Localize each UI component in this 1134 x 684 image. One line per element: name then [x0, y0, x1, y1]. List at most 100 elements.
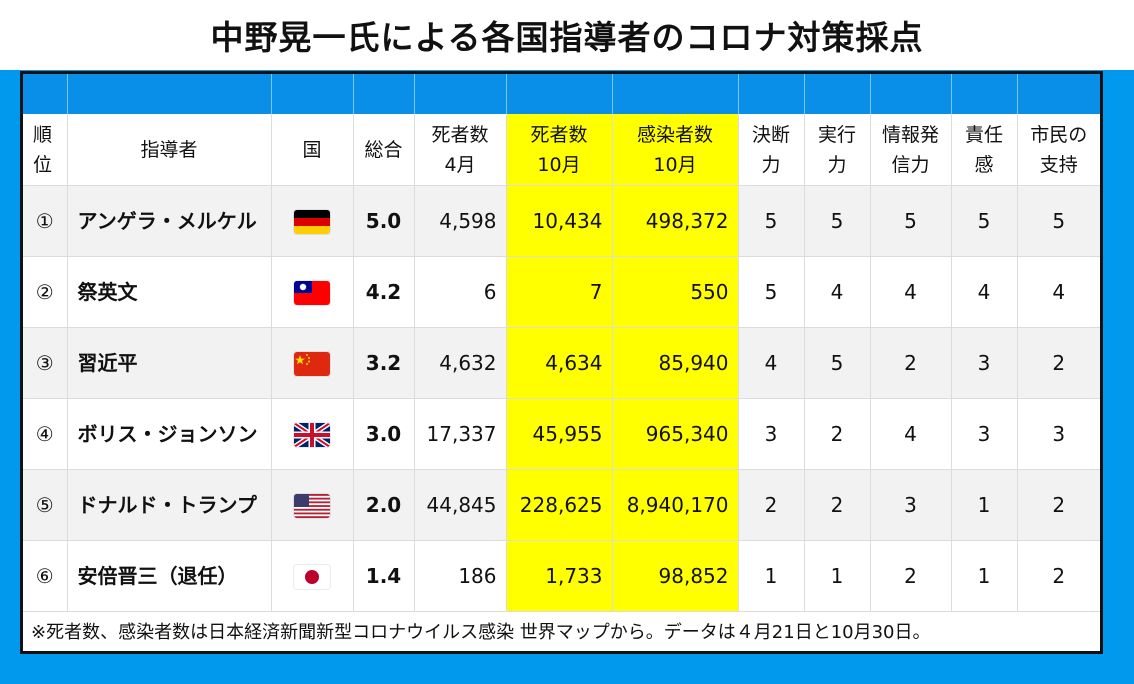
country-cell	[271, 540, 354, 612]
deaths-oct-cell: 45,955	[506, 398, 613, 470]
band-cell	[353, 74, 415, 114]
header-communication: 情報発 信力	[870, 114, 952, 186]
header-band	[23, 74, 1100, 114]
header-cases-oct: 感染者数 10月	[612, 114, 739, 186]
deaths-apr-cell: 186	[414, 540, 507, 612]
communication-cell: 4	[870, 256, 952, 328]
support-cell: 2	[1017, 327, 1100, 399]
decision-cell: 1	[738, 540, 805, 612]
support-cell: 4	[1017, 256, 1100, 328]
rank-cell: ⑥	[23, 540, 68, 612]
rank-cell: ⑤	[23, 469, 68, 541]
usa-flag-icon	[294, 493, 330, 518]
deaths-oct-cell: 4,634	[506, 327, 613, 399]
header-country: 国	[271, 114, 354, 186]
responsibility-cell: 5	[951, 185, 1018, 257]
responsibility-cell: 3	[951, 398, 1018, 470]
total-cell: 4.2	[353, 256, 415, 328]
decision-cell: 4	[738, 327, 805, 399]
rank-cell: ④	[23, 398, 68, 470]
header-leader: 指導者	[67, 114, 272, 186]
communication-cell: 2	[870, 327, 952, 399]
cases-oct-cell: 8,940,170	[612, 469, 739, 541]
decision-cell: 3	[738, 398, 805, 470]
leader-cell: ドナルド・トランプ	[67, 469, 272, 541]
header-responsibility: 責任 感	[951, 114, 1018, 186]
page-title: 中野晃一氏による各国指導者のコロナ対策採点	[210, 18, 924, 57]
rank-cell: ③	[23, 327, 68, 399]
communication-cell: 5	[870, 185, 952, 257]
deaths-oct-cell: 228,625	[506, 469, 613, 541]
cases-oct-cell: 85,940	[612, 327, 739, 399]
header-deaths-apr: 死者数 4月	[414, 114, 507, 186]
deaths-oct-cell: 10,434	[506, 185, 613, 257]
table-row: ③ 習近平 3.2 4,632 4,634 85,940 4 5 2 3 2	[23, 327, 1100, 399]
deaths-oct-cell: 1,733	[506, 540, 613, 612]
rank-cell: ①	[23, 185, 68, 257]
japan-flag-icon	[294, 564, 330, 589]
total-cell: 1.4	[353, 540, 415, 612]
band-cell	[612, 74, 739, 114]
cases-oct-cell: 965,340	[612, 398, 739, 470]
band-cell	[414, 74, 507, 114]
country-cell	[271, 256, 354, 328]
germany-flag-icon	[294, 209, 330, 234]
responsibility-cell: 1	[951, 540, 1018, 612]
country-cell	[271, 469, 354, 541]
taiwan-flag-icon	[294, 280, 330, 305]
footnote: ※死者数、感染者数は日本経済新聞新型コロナウイルス感染 世界マップから。データは…	[23, 611, 1100, 650]
support-cell: 2	[1017, 469, 1100, 541]
decision-cell: 2	[738, 469, 805, 541]
table-row: ② 祭英文 4.2 6 7 550 5 4 4 4 4	[23, 256, 1100, 328]
band-cell	[506, 74, 613, 114]
support-cell: 3	[1017, 398, 1100, 470]
table-row: ⑤ ドナルド・トランプ	[23, 469, 1100, 541]
table-row: ⑥ 安倍晋三（退任） 1.4 186 1,733 98,852 1 1 2 1 …	[23, 540, 1100, 612]
total-cell: 3.0	[353, 398, 415, 470]
table-row: ① アンゲラ・メルケル 5.0 4,598 10,434 498,372 5 5…	[23, 185, 1100, 257]
title-band: 中野晃一氏による各国指導者のコロナ対策採点	[0, 0, 1134, 70]
deaths-apr-cell: 4,632	[414, 327, 507, 399]
decision-cell: 5	[738, 256, 805, 328]
band-cell	[951, 74, 1018, 114]
cases-oct-cell: 498,372	[612, 185, 739, 257]
total-cell: 3.2	[353, 327, 415, 399]
execution-cell: 5	[804, 327, 871, 399]
execution-cell: 2	[804, 398, 871, 470]
band-cell	[1017, 74, 1100, 114]
band-cell	[271, 74, 354, 114]
china-flag-icon	[294, 351, 330, 376]
cases-oct-cell: 98,852	[612, 540, 739, 612]
band-cell	[738, 74, 805, 114]
execution-cell: 4	[804, 256, 871, 328]
execution-cell: 1	[804, 540, 871, 612]
responsibility-cell: 1	[951, 469, 1018, 541]
country-cell	[271, 398, 354, 470]
header-deaths-oct: 死者数 10月	[506, 114, 613, 186]
header-decision: 決断 力	[738, 114, 805, 186]
header-support: 市民の 支持	[1017, 114, 1100, 186]
execution-cell: 2	[804, 469, 871, 541]
cases-oct-cell: 550	[612, 256, 739, 328]
header-rank: 順 位	[23, 114, 68, 186]
note-row: ※死者数、感染者数は日本経済新聞新型コロナウイルス感染 世界マップから。データは…	[23, 611, 1100, 650]
uk-flag-icon	[294, 422, 330, 447]
band-cell	[804, 74, 871, 114]
header-row: 順 位 指導者 国 総合 死者数 4月 死者数 10月 感染者数 10月 決断 …	[23, 114, 1100, 186]
score-table: 順 位 指導者 国 総合 死者数 4月 死者数 10月 感染者数 10月 決断 …	[23, 74, 1100, 650]
leader-cell: ボリス・ジョンソン	[67, 398, 272, 470]
execution-cell: 5	[804, 185, 871, 257]
leader-cell: 安倍晋三（退任）	[67, 540, 272, 612]
leader-cell: 習近平	[67, 327, 272, 399]
deaths-apr-cell: 44,845	[414, 469, 507, 541]
decision-cell: 5	[738, 185, 805, 257]
communication-cell: 2	[870, 540, 952, 612]
deaths-apr-cell: 17,337	[414, 398, 507, 470]
header-total: 総合	[353, 114, 415, 186]
country-cell	[271, 327, 354, 399]
communication-cell: 4	[870, 398, 952, 470]
score-table-container: 順 位 指導者 国 総合 死者数 4月 死者数 10月 感染者数 10月 決断 …	[20, 71, 1103, 654]
deaths-apr-cell: 6	[414, 256, 507, 328]
band-cell	[67, 74, 272, 114]
support-cell: 5	[1017, 185, 1100, 257]
